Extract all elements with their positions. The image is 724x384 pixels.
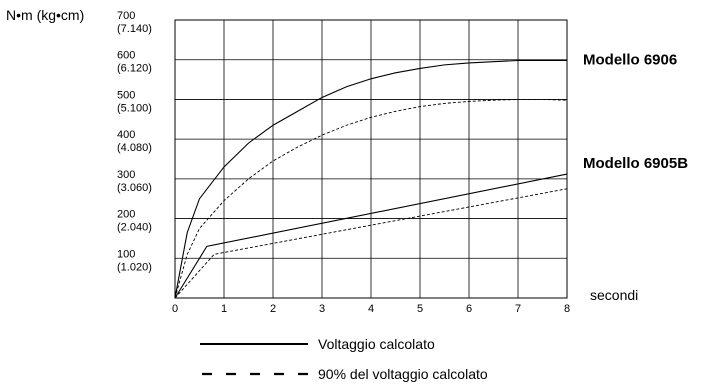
y-tick-label: 200 [117, 209, 135, 221]
x-tick-label: 1 [221, 303, 227, 315]
x-axis-label: secondi [590, 287, 638, 303]
y-tick-label: 500 [117, 89, 135, 101]
x-tick-label: 2 [270, 303, 276, 315]
y-tick-label: 100 [117, 248, 135, 260]
x-tick-label: 7 [515, 303, 521, 315]
tick-labels: 0 1 2 3 4 5 6 7 8 100(1.020) 200(2.040) 300(3.060) 4… [117, 10, 570, 315]
x-tick-label: 5 [417, 303, 423, 315]
y-tick-sublabel: (7.140) [117, 23, 152, 35]
legend: Voltaggio calcolato 90% del voltaggio cal… [200, 336, 488, 382]
x-tick-label: 0 [172, 303, 178, 315]
series-line-3-solid [174, 173, 568, 299]
y-axis-label: N•m (kg•cm) [6, 7, 84, 23]
y-tick-label: 600 [117, 50, 135, 62]
model-label-1: Modello 6906 [583, 52, 677, 69]
y-tick-label: 400 [117, 129, 135, 141]
model-labels: Modello 6906 Modello 6905B [583, 52, 688, 172]
x-tick-label: 8 [564, 303, 570, 315]
legend-label-dashed: 90% del voltaggio calcolato [318, 366, 488, 382]
y-tick-sublabel: (6.120) [117, 63, 152, 75]
x-tick-label: 6 [466, 303, 472, 315]
y-tick-sublabel: (4.080) [117, 142, 152, 154]
series-lines [174, 59, 568, 299]
y-tick-label: 300 [117, 169, 135, 181]
y-tick-sublabel: (3.060) [117, 182, 152, 194]
grid [174, 19, 568, 299]
y-tick-label: 700 [117, 10, 135, 22]
y-tick-sublabel: (2.040) [117, 222, 152, 234]
x-tick-label: 4 [368, 303, 374, 315]
y-tick-sublabel: (5.100) [117, 102, 152, 114]
model-label-2: Modello 6905B [583, 155, 688, 172]
legend-label-solid: Voltaggio calcolato [318, 336, 435, 352]
y-tick-sublabel: (1.020) [117, 261, 152, 273]
x-tick-label: 3 [319, 303, 325, 315]
series-line-1-solid [174, 59, 567, 299]
series-line-4-dashed [174, 188, 568, 299]
